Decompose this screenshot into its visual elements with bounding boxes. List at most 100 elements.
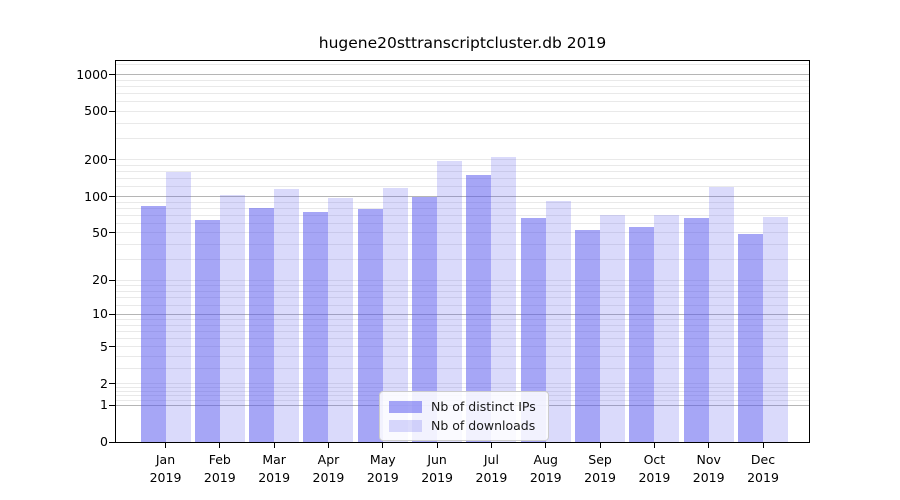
- x-axis-tick: [762, 443, 764, 448]
- gridline-minor: [116, 171, 809, 172]
- x-tick-label-line: Nov: [696, 452, 721, 467]
- y-axis-tick: [109, 441, 115, 443]
- bar-distinct-ips: [249, 208, 275, 442]
- x-axis-tick: [273, 443, 275, 448]
- gridline-minor: [116, 259, 809, 260]
- x-tick-label: Dec 2019: [727, 451, 799, 487]
- x-tick-label-line: 2019: [529, 470, 562, 486]
- x-tick-label-line: Apr: [317, 452, 340, 467]
- legend-item-distinct-ips: Nb of distinct IPs: [389, 399, 536, 414]
- y-tick-label: 1000: [76, 66, 108, 82]
- bar-downloads: [708, 187, 734, 442]
- x-tick-label-line: 2019: [149, 470, 182, 486]
- y-tick-label: 10: [92, 306, 108, 322]
- bar-distinct-ips: [575, 229, 601, 442]
- x-tick-label-line: Jan: [155, 452, 176, 467]
- x-axis-tick: [599, 443, 601, 448]
- x-tick-label: Mar 2019: [238, 451, 310, 487]
- gridline-minor: [116, 178, 809, 179]
- x-tick-label-line: 2019: [421, 470, 453, 486]
- x-tick-label: Sep 2019: [564, 451, 636, 487]
- gridline-minor: [116, 202, 809, 203]
- gridline-minor: [116, 123, 809, 124]
- y-axis-tick: [109, 404, 115, 406]
- gridline-minor: [116, 186, 809, 187]
- gridline-minor: [116, 93, 809, 94]
- y-axis-tick: [109, 196, 115, 198]
- x-tick-label-line: Jun: [427, 452, 447, 467]
- gridline-minor: [116, 305, 809, 306]
- x-axis-tick: [219, 443, 221, 448]
- legend-swatch-distinct-ips: [389, 400, 422, 413]
- x-tick-label: Apr 2019: [292, 451, 364, 487]
- legend-item-downloads: Nb of downloads: [389, 418, 536, 433]
- gridline-minor: [116, 101, 809, 102]
- y-axis-tick: [109, 346, 115, 348]
- bar-distinct-ips: [357, 208, 383, 442]
- gridline-minor: [116, 331, 809, 332]
- gridline-minor: [116, 64, 809, 65]
- gridline-minor: [116, 223, 809, 224]
- bar-distinct-ips: [738, 233, 764, 442]
- y-axis-tick: [109, 110, 115, 112]
- x-axis-tick: [165, 443, 166, 448]
- x-tick-label-line: 2019: [747, 470, 779, 486]
- x-tick-label-line: 2019: [312, 470, 345, 486]
- gridline-minor: [116, 387, 809, 388]
- y-tick-label: 5: [100, 338, 108, 354]
- y-tick-label: 500: [84, 103, 108, 119]
- chart-title: hugene20sttranscriptcluster.db 2019: [318, 34, 607, 52]
- bar-downloads: [654, 215, 680, 442]
- legend-label-distinct-ips: Nb of distinct IPs: [431, 399, 536, 414]
- y-tick-label: 100: [84, 188, 108, 204]
- x-tick-label-line: Feb: [208, 452, 231, 467]
- gridline-minor: [116, 280, 809, 281]
- gridline-minor: [116, 232, 809, 233]
- x-tick-label: Oct 2019: [618, 451, 690, 487]
- y-tick-label: 0: [100, 434, 108, 449]
- gridline-minor: [116, 285, 809, 286]
- gridline-minor: [116, 215, 809, 216]
- x-tick-label-line: May: [369, 452, 396, 467]
- gridline-minor: [116, 346, 809, 347]
- y-tick-label: 50: [92, 224, 108, 240]
- gridline-minor: [116, 383, 809, 384]
- x-tick-label-line: Aug: [533, 452, 558, 467]
- x-tick-label-line: Sep: [588, 452, 612, 467]
- gridline-minor: [116, 368, 809, 369]
- x-tick-label-line: Oct: [643, 452, 666, 467]
- x-tick-label: Nov 2019: [673, 451, 745, 487]
- y-axis-tick: [109, 279, 115, 281]
- bar-downloads: [219, 195, 245, 442]
- gridline-minor: [116, 138, 809, 139]
- gridline-minor: [116, 208, 809, 209]
- x-tick-label-line: 2019: [203, 470, 236, 486]
- x-tick-label-line: 2019: [692, 470, 725, 486]
- x-tick-label-line: Jul: [483, 452, 499, 467]
- x-tick-label: Aug 2019: [510, 451, 582, 487]
- legend-label-downloads: Nb of downloads: [431, 418, 536, 433]
- x-tick-label-line: 2019: [638, 470, 671, 486]
- x-axis-tick: [708, 443, 710, 448]
- gridline-major: [116, 74, 809, 75]
- x-tick-label: Feb 2019: [184, 451, 256, 487]
- x-tick-label: Jul 2019: [455, 451, 527, 487]
- y-tick-label: 200: [84, 151, 108, 167]
- gridline-minor: [116, 159, 809, 160]
- bar-distinct-ips: [194, 219, 220, 442]
- gridline-minor: [116, 291, 809, 292]
- gridline-minor: [116, 165, 809, 166]
- x-tick-label-line: 2019: [366, 470, 399, 486]
- bar-downloads: [545, 201, 571, 442]
- bar-distinct-ips: [629, 226, 655, 442]
- y-tick-label: 20: [92, 272, 108, 288]
- x-tick-label: Jan 2019: [130, 451, 202, 487]
- gridline-major: [116, 196, 809, 197]
- y-axis-tick: [109, 74, 115, 76]
- bar-distinct-ips: [683, 217, 709, 442]
- y-axis-tick: [109, 159, 115, 161]
- y-axis-tick: [109, 383, 115, 385]
- x-axis-tick: [382, 443, 384, 448]
- gridline-minor: [116, 111, 809, 112]
- gridline-minor: [116, 86, 809, 87]
